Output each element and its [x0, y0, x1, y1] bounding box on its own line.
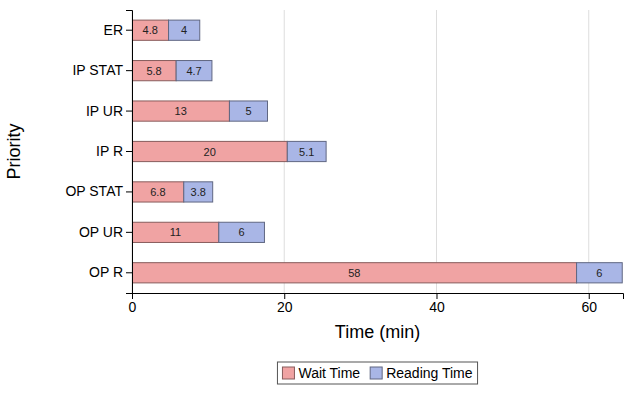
data-labels: 4.8 5.8 13 20 6.8 11 58 4 4.7 5 5.1 3.8 6 6: [143, 24, 603, 279]
tick-label: 20: [277, 299, 293, 315]
data-label: 13: [175, 105, 187, 117]
tick-mark: [126, 232, 132, 233]
tick-label: 40: [429, 299, 445, 315]
grid: [132, 10, 589, 293]
tick: IP UR: [86, 103, 132, 119]
tick-mark: [126, 70, 132, 71]
data-label: 58: [348, 267, 360, 279]
tick-label: 0: [129, 299, 137, 315]
tick-label: OP STAT: [65, 183, 123, 199]
tick: ER: [104, 22, 132, 38]
bar: [229, 101, 267, 121]
bar: [132, 101, 229, 121]
y-axis-title: Priority: [4, 123, 24, 179]
tick-label: OP R: [89, 264, 123, 280]
legend-label: Reading Time: [386, 365, 473, 381]
grid-line: [588, 10, 589, 293]
tick-label: IP UR: [86, 103, 123, 119]
data-label: 11: [170, 226, 181, 238]
tick-mark: [126, 191, 132, 192]
data-label: 4.7: [186, 65, 201, 77]
bar: [287, 141, 326, 161]
x-axis: 0 20 40 60: [129, 293, 624, 315]
bar: [132, 141, 287, 161]
legend-swatch: [370, 367, 382, 379]
tick-label: 60: [581, 299, 597, 315]
tick: IP R: [96, 143, 132, 159]
axis-line: [126, 11, 133, 294]
tick-mark: [126, 111, 132, 112]
bar: [132, 61, 176, 81]
tick-label: IP STAT: [72, 62, 123, 78]
tick: 60: [581, 293, 597, 315]
legend-label: Wait Time: [298, 365, 360, 381]
tick: OP R: [89, 264, 132, 280]
tick: OP UR: [79, 224, 132, 240]
tick: 0: [129, 293, 137, 315]
bar: [577, 263, 623, 283]
tick: 20: [277, 293, 293, 315]
tick: 40: [429, 293, 445, 315]
legend-swatch: [282, 367, 294, 379]
bar: [132, 263, 577, 283]
data-label: 20: [204, 146, 216, 158]
data-label: 6: [239, 226, 245, 238]
data-label: 5.8: [146, 65, 161, 77]
data-label: 6: [596, 267, 602, 279]
data-label: 4: [181, 24, 187, 36]
chart: 4.85.813206.8115844.755.13.8660204060ERI…: [0, 0, 625, 413]
bar: [132, 222, 219, 242]
axis-line: [133, 294, 624, 300]
legend-frame: [277, 362, 477, 384]
tick: IP STAT: [72, 62, 132, 78]
tick-label: IP R: [96, 143, 123, 159]
tick-mark: [126, 30, 132, 31]
bar: [132, 182, 184, 202]
plot: 4.85.813206.8115844.755.13.8660204060ERI…: [65, 10, 623, 315]
bars: [132, 20, 622, 283]
bar: [184, 182, 213, 202]
tick: OP STAT: [65, 183, 132, 199]
y-axis: ER IP STAT IP UR IP R OP STAT OP UR OP R: [65, 11, 132, 294]
tick-mark: [126, 151, 132, 152]
grid-line: [436, 10, 437, 293]
tick-label: ER: [104, 22, 123, 38]
legend-item: Wait Time: [282, 365, 360, 381]
bar: [219, 222, 265, 242]
legend: Wait Time Reading Time: [277, 362, 477, 384]
data-label: 5: [245, 105, 251, 117]
legend-item: Reading Time: [370, 365, 473, 381]
data-label: 4.8: [143, 24, 158, 36]
tick-mark: [126, 272, 132, 273]
data-label: 3.8: [191, 186, 206, 198]
x-axis-title: Time (min): [335, 322, 420, 342]
bar: [176, 61, 212, 81]
bar: [169, 20, 200, 40]
data-label: 5.1: [299, 146, 314, 158]
data-label: 6.8: [150, 186, 165, 198]
tick-label: OP UR: [79, 224, 123, 240]
bar: [132, 20, 169, 40]
